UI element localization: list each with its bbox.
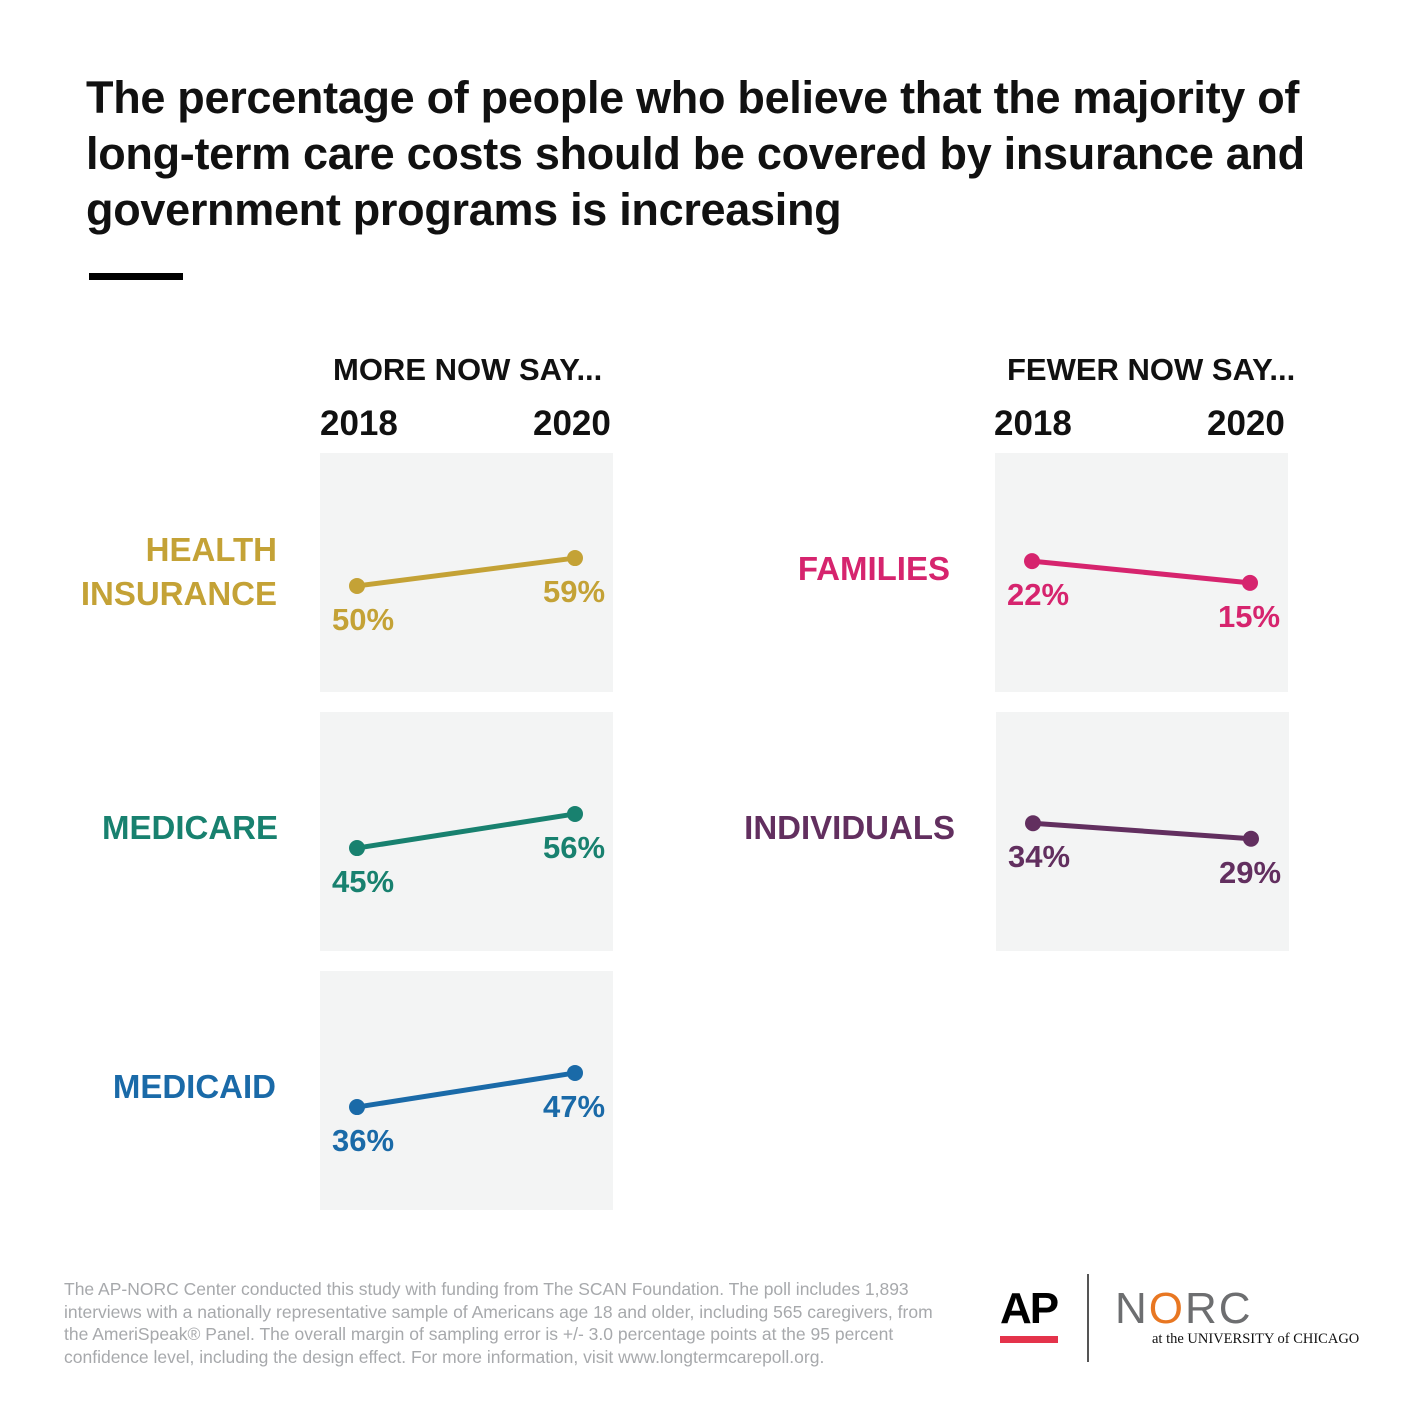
data-point-medicare-2020	[567, 805, 583, 822]
data-label-families-2018: 22%	[1007, 577, 1070, 613]
panel-medicaid: 36% 47%	[320, 971, 613, 1210]
data-point-families-2020	[1242, 574, 1258, 591]
left-year-start: 2018	[320, 404, 398, 443]
panel-health-insurance: 50% 59%	[320, 453, 613, 692]
data-label-medicare-2018: 45%	[332, 864, 395, 900]
data-label-families-2020: 15%	[1218, 598, 1281, 634]
panel-individuals: 34% 29%	[996, 712, 1289, 951]
ap-logo: AP	[1000, 1284, 1059, 1333]
series-line-health-insurance	[356, 555, 576, 589]
data-point-medicaid-2020	[567, 1064, 583, 1081]
norc-logo-o: O	[1148, 1284, 1186, 1333]
data-point-health-insurance-2020	[567, 550, 583, 567]
right-year-end: 2020	[1207, 404, 1285, 443]
data-label-health-insurance-2018: 50%	[332, 601, 395, 637]
data-label-medicaid-2020: 47%	[543, 1088, 606, 1124]
data-point-individuals-2018	[1025, 815, 1041, 832]
slope-chart-families	[1024, 553, 1258, 591]
ap-logo-bar	[1000, 1336, 1058, 1343]
series-line-individuals	[1032, 820, 1252, 842]
data-label-individuals-2018: 34%	[1008, 839, 1071, 875]
category-label-families: FAMILIES	[797, 550, 950, 587]
right-year-start: 2018	[994, 404, 1072, 443]
norc-logo-subtitle: at the UNIVERSITY of CHICAGO	[1152, 1331, 1360, 1347]
norc-logo: NORC	[1115, 1284, 1253, 1334]
data-point-medicaid-2018	[349, 1099, 365, 1116]
category-label-medicare: MEDICARE	[101, 809, 278, 846]
slope-chart-medicaid	[349, 1064, 583, 1116]
data-label-medicare-2020: 56%	[543, 829, 606, 865]
series-line-medicaid	[356, 1070, 576, 1110]
panel-families: 22% 15%	[995, 453, 1288, 692]
series-line-families	[1031, 558, 1251, 586]
left-column-heading: MORE NOW SAY...	[333, 352, 603, 387]
data-point-medicare-2018	[349, 840, 365, 857]
category-label-health-insurance: HEALTH INSURANCE	[80, 531, 277, 612]
data-label-individuals-2020: 29%	[1219, 854, 1282, 890]
slope-chart-medicare	[349, 805, 583, 857]
series-line-medicare	[356, 811, 576, 851]
title-underline	[89, 273, 183, 280]
methodology-footnote: The AP-NORC Center conducted this study …	[64, 1279, 933, 1367]
norc-logo-rc: RC	[1185, 1284, 1253, 1333]
data-point-families-2018	[1024, 553, 1040, 570]
slope-chart-individuals	[1025, 815, 1259, 847]
logo-divider	[1087, 1274, 1089, 1362]
norc-logo-n: N	[1115, 1284, 1149, 1333]
data-label-medicaid-2018: 36%	[332, 1123, 395, 1159]
left-year-end: 2020	[533, 404, 611, 443]
category-label-medicaid: MEDICAID	[112, 1068, 276, 1105]
panel-medicare: 45% 56%	[320, 712, 613, 951]
data-label-health-insurance-2020: 59%	[543, 574, 606, 610]
chart-title: The percentage of people who believe tha…	[86, 72, 1305, 235]
data-point-health-insurance-2018	[349, 577, 365, 594]
right-column-heading: FEWER NOW SAY...	[1007, 352, 1296, 387]
slope-chart-health-insurance	[349, 550, 583, 594]
data-point-individuals-2020	[1243, 830, 1259, 847]
category-label-individuals: INDIVIDUALS	[744, 809, 955, 846]
